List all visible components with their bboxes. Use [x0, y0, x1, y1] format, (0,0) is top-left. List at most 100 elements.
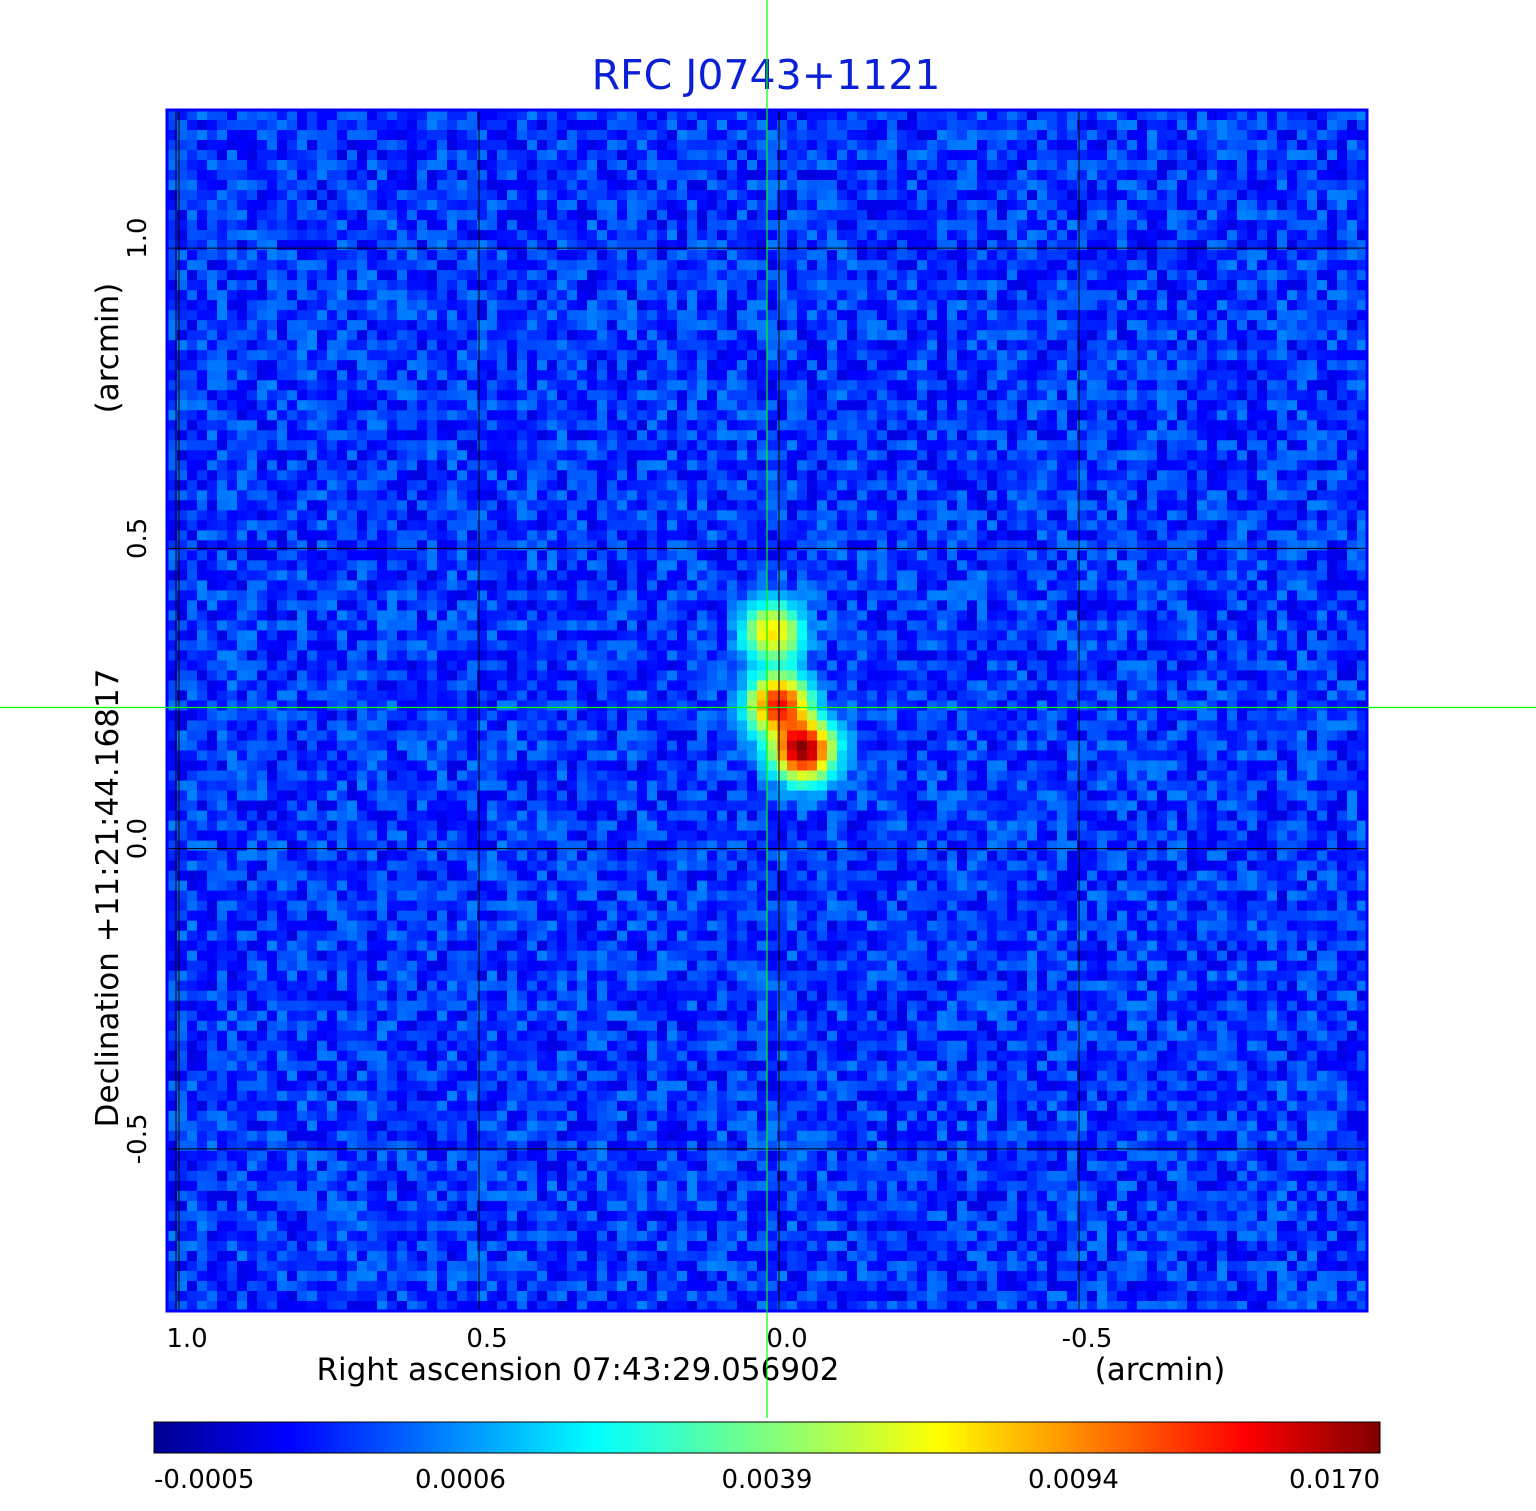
heatmap-cell — [1297, 390, 1308, 401]
heatmap-cell — [597, 320, 608, 331]
heatmap-cell — [967, 510, 978, 521]
heatmap-cell — [967, 160, 978, 171]
heatmap-cell — [217, 110, 228, 121]
heatmap-cell — [1187, 150, 1198, 161]
heatmap-cell — [907, 510, 918, 521]
heatmap-cell — [1047, 330, 1058, 341]
heatmap-cell — [797, 480, 808, 491]
heatmap-cell — [1277, 420, 1288, 431]
heatmap-cell — [1187, 190, 1198, 201]
heatmap-cell — [1117, 200, 1128, 211]
heatmap-cell — [337, 430, 348, 441]
heatmap-cell — [1247, 240, 1258, 251]
heatmap-cell — [497, 370, 508, 381]
heatmap-cell — [857, 340, 868, 351]
heatmap-cell — [537, 260, 548, 271]
heatmap-cell — [557, 510, 568, 521]
heatmap-cell — [837, 270, 848, 281]
heatmap-cell — [417, 390, 428, 401]
heatmap-cell — [827, 330, 838, 341]
heatmap-cell — [977, 120, 988, 131]
heatmap-cell — [247, 140, 258, 151]
heatmap-cell — [617, 220, 628, 231]
heatmap-cell — [747, 280, 758, 291]
heatmap-cell — [1347, 130, 1358, 141]
heatmap-cell — [387, 110, 398, 121]
heatmap-cell — [467, 130, 478, 141]
heatmap-cell — [767, 140, 778, 151]
heatmap-cell — [357, 490, 368, 501]
heatmap-cell — [997, 220, 1008, 231]
heatmap-cell — [407, 240, 418, 251]
heatmap-cell — [357, 210, 368, 221]
heatmap-cell — [387, 190, 398, 201]
heatmap-cell — [287, 510, 298, 521]
heatmap-cell — [457, 190, 468, 201]
heatmap-cell — [1317, 490, 1328, 501]
heatmap-cell — [847, 160, 858, 171]
heatmap-cell — [407, 440, 418, 451]
heatmap-cell — [1037, 160, 1048, 171]
heatmap-cell — [207, 300, 218, 311]
heatmap-cell — [967, 370, 978, 381]
heatmap-cell — [1347, 380, 1358, 391]
heatmap-cell — [1247, 210, 1258, 221]
heatmap-cell — [777, 480, 788, 491]
heatmap-cell — [387, 270, 398, 281]
heatmap-cell — [1167, 450, 1178, 461]
heatmap-cell — [1237, 200, 1248, 211]
heatmap-cell — [807, 490, 818, 501]
heatmap-cell — [377, 250, 388, 261]
heatmap-cell — [647, 140, 658, 151]
heatmap-cell — [237, 260, 248, 271]
heatmap-cell — [257, 150, 268, 161]
heatmap-cell — [1067, 340, 1078, 351]
heatmap-cell — [197, 520, 208, 531]
heatmap-cell — [387, 360, 398, 371]
heatmap-cell — [1317, 170, 1328, 181]
heatmap-cell — [787, 230, 798, 241]
heatmap-cell — [177, 230, 188, 241]
heatmap-cell — [197, 370, 208, 381]
heatmap-cell — [877, 190, 888, 201]
heatmap-cell — [847, 400, 858, 411]
heatmap-cell — [197, 190, 208, 201]
heatmap-cell — [267, 200, 278, 211]
heatmap-cell — [1267, 230, 1278, 241]
heatmap-cell — [1107, 420, 1118, 431]
heatmap-cell — [1257, 180, 1268, 191]
heatmap-cell — [887, 180, 898, 191]
heatmap-cell — [927, 190, 938, 201]
heatmap-cell — [787, 140, 798, 151]
heatmap-cell — [1197, 170, 1208, 181]
heatmap-cell — [917, 390, 928, 401]
heatmap-cell — [1197, 240, 1208, 251]
heatmap-cell — [217, 400, 228, 411]
heatmap-cell — [667, 300, 678, 311]
heatmap-cell — [787, 520, 798, 531]
heatmap-cell — [277, 460, 288, 471]
heatmap-cell — [1357, 450, 1368, 461]
heatmap-cell — [167, 450, 178, 461]
heatmap-cell — [937, 420, 948, 431]
heatmap-cell — [827, 450, 838, 461]
heatmap-cell — [207, 440, 218, 451]
heatmap-cell — [1047, 270, 1058, 281]
heatmap-cell — [807, 340, 818, 351]
heatmap-cell — [1107, 480, 1118, 491]
heatmap-cell — [1047, 260, 1058, 271]
heatmap-cell — [197, 110, 208, 121]
heatmap-cell — [967, 230, 978, 241]
heatmap-cell — [197, 160, 208, 171]
heatmap-cell — [1067, 350, 1078, 361]
heatmap-cell — [417, 270, 428, 281]
heatmap-cell — [547, 460, 558, 471]
heatmap-cell — [617, 240, 628, 251]
heatmap-cell — [457, 120, 468, 131]
heatmap-cell — [737, 510, 748, 521]
heatmap-cell — [1357, 260, 1368, 271]
heatmap-cell — [1087, 180, 1098, 191]
heatmap-cell — [1107, 270, 1118, 281]
heatmap-cell — [847, 320, 858, 331]
heatmap-cell — [1057, 390, 1068, 401]
